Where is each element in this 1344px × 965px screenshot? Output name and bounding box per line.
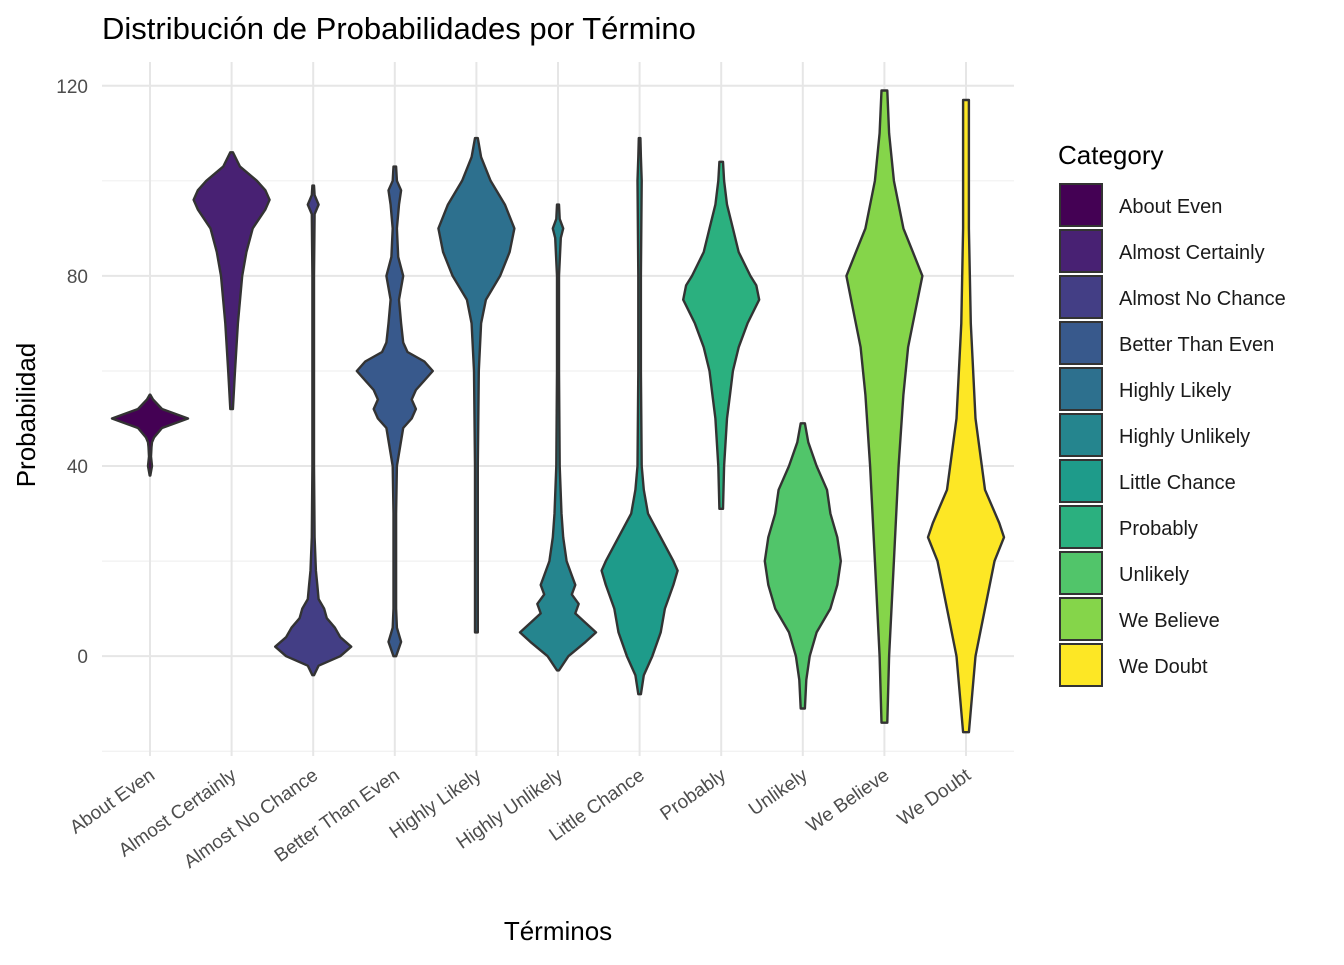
legend-entry-label: Better Than Even [1119,334,1274,356]
legend-entry-label: We Believe [1119,610,1220,632]
violin-little-chance [600,136,679,696]
y-tick-label: 80 [67,267,88,288]
legend-swatch [1059,367,1103,411]
y-tick-label: 40 [67,457,88,478]
legend-swatch [1059,183,1103,227]
violin-we-believe [845,89,924,724]
violin-highly-likely [437,136,516,634]
violins [110,89,1006,734]
legend-entry-label: About Even [1119,196,1222,218]
legend-entry-label: Little Chance [1119,472,1236,494]
legend-entry-label: Unlikely [1119,564,1189,586]
legend-swatch [1059,505,1103,549]
y-axis-ticks: 0 40 80 120 [56,77,88,668]
legend-swatch [1059,643,1103,687]
legend-entry-label: Probably [1119,518,1198,540]
legend-swatch [1059,275,1103,319]
violin-highly-unlikely [518,203,598,672]
violin-almost-certainly [192,151,271,411]
violin-about-even [110,393,190,477]
violin-unlikely [763,422,842,710]
violin-almost-no-chance [274,184,353,677]
legend-swatch [1059,321,1103,365]
chart-title: Distribución de Probabilidades por Térmi… [102,11,696,46]
legend-swatch [1059,229,1103,273]
legend-swatch [1059,413,1103,457]
legend-items: About Even Almost Certainly Almost No Chan… [1059,183,1286,687]
violin-probably [682,160,761,510]
legend-entry-label: Highly Unlikely [1119,426,1250,448]
violin-we-doubt [926,98,1006,734]
y-tick-label: 0 [77,647,88,668]
y-tick-label: 120 [56,77,88,98]
legend-entry-label: Almost Certainly [1119,242,1265,264]
legend-entry-label: We Doubt [1119,656,1208,678]
violin-better-than-even [355,165,434,658]
y-axis-label: Probabilidad [11,343,41,488]
legend-swatch [1059,459,1103,503]
legend-swatch [1059,597,1103,641]
legend-entry-label: Highly Likely [1119,380,1231,402]
legend-title: Category [1058,140,1164,170]
x-axis-label: Términos [504,916,612,946]
legend-swatch [1059,551,1103,595]
legend: Category About Even Almost Certainly Almos… [1058,140,1286,687]
legend-entry-label: Almost No Chance [1119,288,1286,310]
